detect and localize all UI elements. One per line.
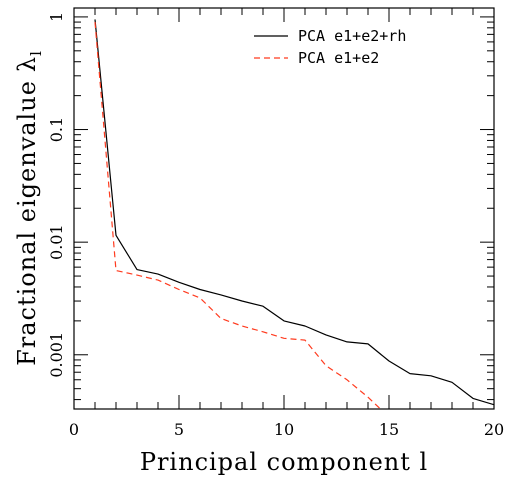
x-tick-label: 15 bbox=[379, 420, 399, 439]
y-tick-label: 0.1 bbox=[47, 117, 66, 142]
y-axis-title: Fractional eigenvalue λl bbox=[13, 50, 45, 366]
series-line-1 bbox=[94, 22, 382, 409]
legend: PCA e1+e2+rh PCA e1+e2 bbox=[254, 27, 406, 67]
y-axis-title-symbol: λ bbox=[13, 56, 41, 72]
legend-label-series-0: PCA e1+e2+rh bbox=[298, 27, 406, 45]
y-axis-title-subscript: l bbox=[27, 50, 45, 56]
y-axis-title-text: Fractional eigenvalue bbox=[13, 80, 41, 366]
legend-label-series-1: PCA e1+e2 bbox=[298, 49, 379, 67]
x-tick-label: 10 bbox=[274, 420, 294, 439]
y-tick-label: 0.01 bbox=[47, 224, 66, 260]
series-layer bbox=[94, 19, 494, 409]
x-tick-label: 20 bbox=[484, 420, 504, 439]
ticks bbox=[73, 8, 495, 409]
x-axis-title: Principal component l bbox=[140, 448, 428, 476]
x-tick-label: 5 bbox=[174, 420, 184, 439]
y-tick-label: 1 bbox=[47, 12, 66, 22]
plot-frame bbox=[73, 7, 495, 410]
series-line-0 bbox=[94, 19, 494, 406]
x-tick-label: 0 bbox=[69, 420, 79, 439]
y-tick-labels: 0.001 0.01 0.1 1 bbox=[47, 12, 66, 378]
x-tick-labels: 0 5 10 15 20 bbox=[69, 420, 504, 439]
y-tick-label: 0.001 bbox=[47, 332, 66, 378]
